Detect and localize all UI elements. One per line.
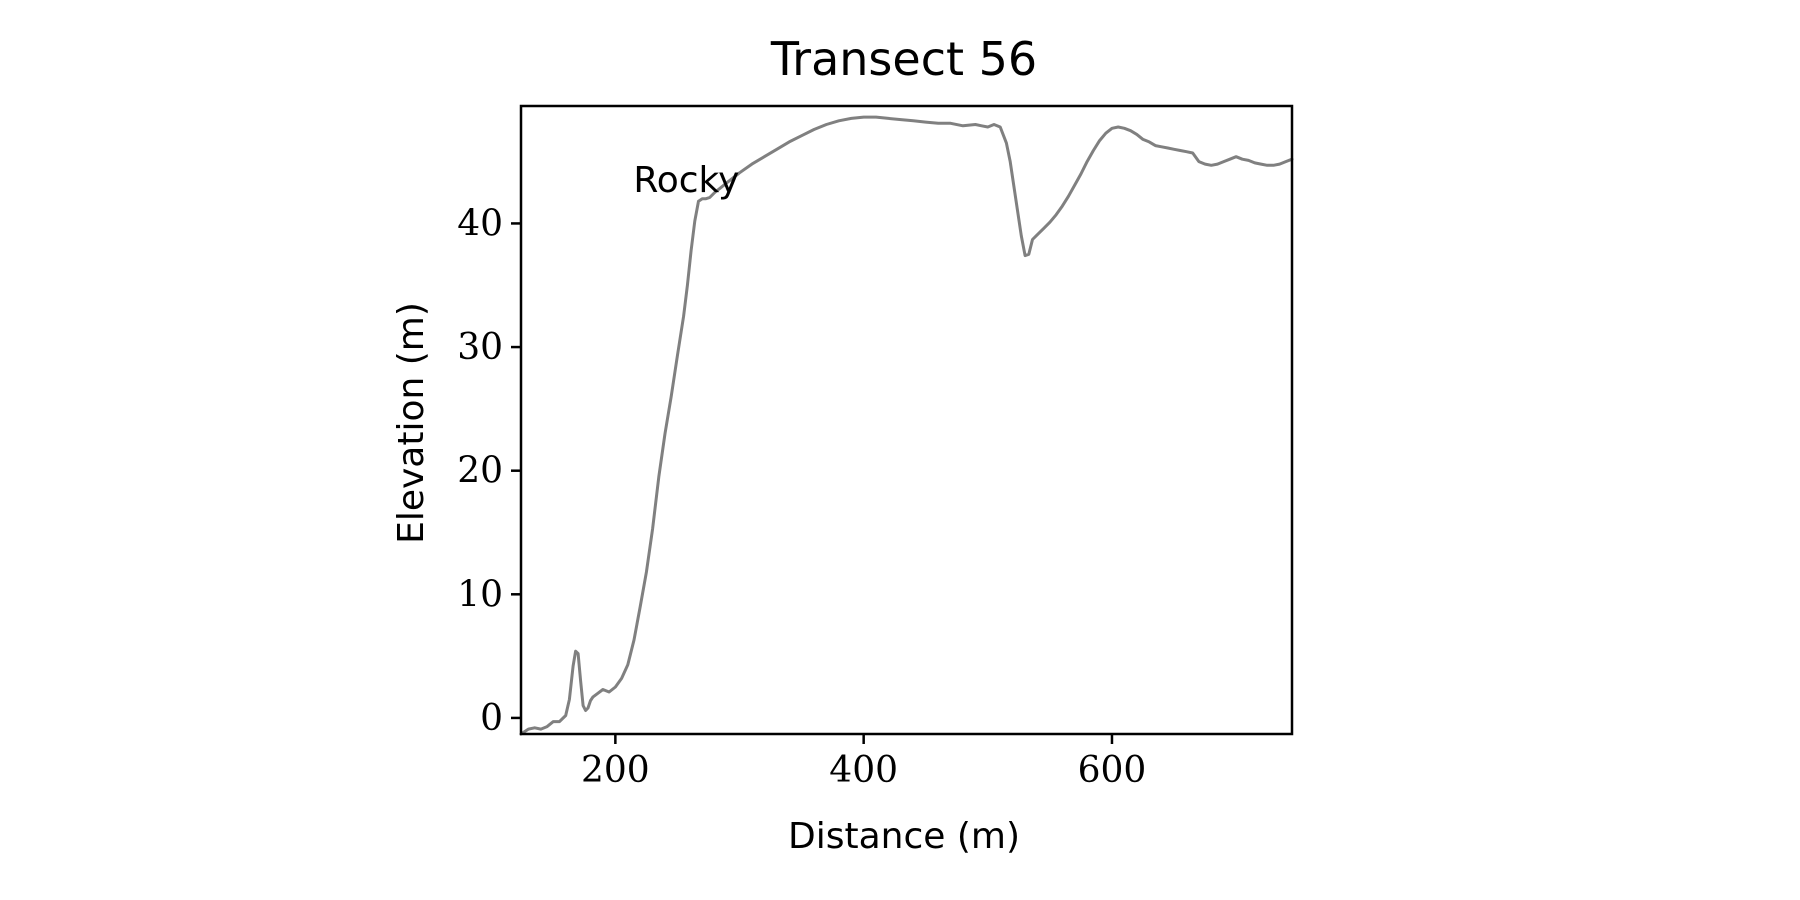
annotation-rocky: Rocky bbox=[633, 160, 739, 201]
y-tick-label: 20 bbox=[457, 451, 503, 492]
x-tick-label: 600 bbox=[1078, 750, 1147, 791]
plot-area: Rocky bbox=[519, 115, 1294, 736]
elevation-series-line bbox=[519, 115, 1294, 736]
y-tick-label: 10 bbox=[457, 574, 503, 615]
x-axis-label: Distance (m) bbox=[788, 816, 1020, 857]
y-axis: 0 10 20 30 40 bbox=[457, 203, 521, 739]
y-tick-label: 0 bbox=[480, 698, 503, 739]
plot-frame bbox=[519, 104, 1294, 736]
y-tick-label: 30 bbox=[457, 327, 503, 368]
y-tick-label: 40 bbox=[457, 203, 503, 244]
y-axis-label: Elevation (m) bbox=[391, 302, 432, 544]
x-tick-label: 400 bbox=[829, 750, 898, 791]
x-tick-label: 200 bbox=[581, 750, 650, 791]
chart-title: Transect 56 bbox=[770, 32, 1037, 86]
x-axis: 200 400 600 bbox=[581, 734, 1146, 791]
